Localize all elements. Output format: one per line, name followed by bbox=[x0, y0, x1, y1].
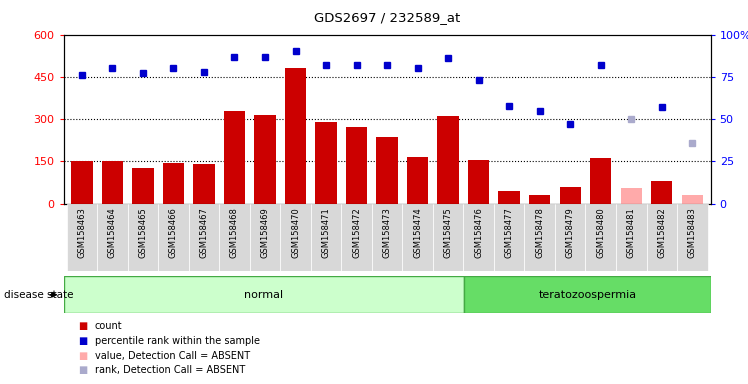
Text: GSM158478: GSM158478 bbox=[535, 207, 545, 258]
Bar bbox=[529, 195, 551, 204]
Bar bbox=[376, 137, 398, 204]
Bar bbox=[464, 204, 494, 271]
Text: GSM158471: GSM158471 bbox=[322, 207, 331, 258]
Bar bbox=[163, 163, 184, 204]
Bar bbox=[280, 204, 310, 271]
Text: GSM158474: GSM158474 bbox=[413, 207, 422, 258]
Bar bbox=[250, 204, 280, 271]
Bar bbox=[67, 204, 97, 271]
Text: ■: ■ bbox=[79, 365, 88, 375]
Bar bbox=[346, 127, 367, 204]
Bar bbox=[524, 204, 555, 271]
Bar bbox=[188, 204, 219, 271]
Bar bbox=[158, 204, 188, 271]
Text: GSM158468: GSM158468 bbox=[230, 207, 239, 258]
Text: GSM158481: GSM158481 bbox=[627, 207, 636, 258]
Text: GSM158469: GSM158469 bbox=[260, 207, 269, 258]
Text: value, Detection Call = ABSENT: value, Detection Call = ABSENT bbox=[95, 351, 250, 361]
Text: GSM158472: GSM158472 bbox=[352, 207, 361, 258]
Bar bbox=[616, 204, 646, 271]
Bar bbox=[102, 161, 123, 204]
Bar bbox=[310, 204, 341, 271]
Bar bbox=[586, 204, 616, 271]
Bar bbox=[621, 188, 642, 204]
Bar bbox=[254, 115, 276, 204]
Bar bbox=[677, 204, 708, 271]
Text: rank, Detection Call = ABSENT: rank, Detection Call = ABSENT bbox=[95, 365, 245, 375]
Text: normal: normal bbox=[245, 290, 283, 300]
Text: GSM158483: GSM158483 bbox=[688, 207, 697, 258]
Bar bbox=[681, 195, 703, 204]
Text: count: count bbox=[95, 321, 123, 331]
Text: GSM158473: GSM158473 bbox=[382, 207, 392, 258]
Bar bbox=[341, 204, 372, 271]
Text: GSM158480: GSM158480 bbox=[596, 207, 605, 258]
Text: GSM158464: GSM158464 bbox=[108, 207, 117, 258]
Text: GSM158463: GSM158463 bbox=[77, 207, 86, 258]
Text: GSM158465: GSM158465 bbox=[138, 207, 147, 258]
Text: teratozoospermia: teratozoospermia bbox=[539, 290, 637, 300]
Text: disease state: disease state bbox=[4, 290, 73, 300]
Bar bbox=[560, 187, 581, 204]
Bar bbox=[402, 204, 433, 271]
Bar bbox=[71, 161, 93, 204]
Text: percentile rank within the sample: percentile rank within the sample bbox=[95, 336, 260, 346]
Bar bbox=[97, 204, 128, 271]
Text: GSM158477: GSM158477 bbox=[505, 207, 514, 258]
Text: GSM158467: GSM158467 bbox=[200, 207, 209, 258]
Bar bbox=[219, 204, 250, 271]
Bar bbox=[433, 204, 464, 271]
Text: GSM158476: GSM158476 bbox=[474, 207, 483, 258]
Text: GSM158466: GSM158466 bbox=[169, 207, 178, 258]
Bar bbox=[372, 204, 402, 271]
Bar bbox=[285, 68, 306, 204]
Bar bbox=[498, 191, 520, 204]
Text: GSM158482: GSM158482 bbox=[657, 207, 666, 258]
Text: GDS2697 / 232589_at: GDS2697 / 232589_at bbox=[314, 12, 460, 25]
Text: ■: ■ bbox=[79, 336, 88, 346]
Bar bbox=[64, 276, 464, 313]
Bar bbox=[468, 160, 489, 204]
Bar bbox=[590, 159, 611, 204]
Bar bbox=[193, 164, 215, 204]
Bar bbox=[464, 276, 711, 313]
Text: ■: ■ bbox=[79, 351, 88, 361]
Bar bbox=[224, 111, 245, 204]
Bar bbox=[438, 116, 459, 204]
Bar bbox=[128, 204, 158, 271]
Text: GSM158470: GSM158470 bbox=[291, 207, 300, 258]
Bar bbox=[132, 168, 153, 204]
Text: ■: ■ bbox=[79, 321, 88, 331]
Bar bbox=[651, 181, 672, 204]
Bar bbox=[494, 204, 524, 271]
Bar bbox=[407, 157, 429, 204]
Bar bbox=[316, 122, 337, 204]
Bar bbox=[555, 204, 586, 271]
Text: GSM158479: GSM158479 bbox=[565, 207, 574, 258]
Text: GSM158475: GSM158475 bbox=[444, 207, 453, 258]
Bar bbox=[646, 204, 677, 271]
